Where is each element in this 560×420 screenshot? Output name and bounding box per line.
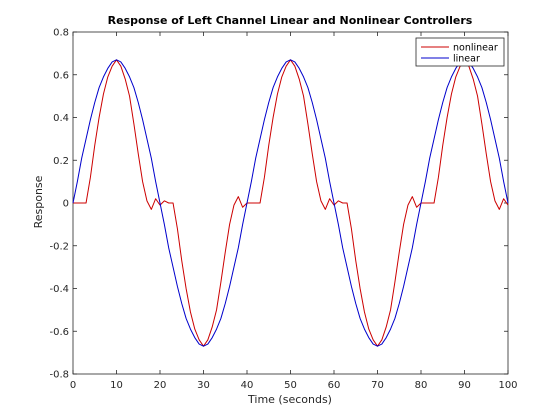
x-tick-label-0: 0 <box>70 380 76 391</box>
x-tick-label-6: 60 <box>328 380 341 391</box>
x-tick-label-10: 100 <box>498 380 517 391</box>
y-tick-label-2: -0.4 <box>49 284 69 295</box>
y-tick-label-0: -0.8 <box>49 370 69 381</box>
x-tick-label-3: 30 <box>197 380 210 391</box>
x-tick-label-7: 70 <box>371 380 384 391</box>
y-axis-label: Response <box>32 175 45 228</box>
legend-box <box>415 37 505 67</box>
x-tick-label-2: 20 <box>154 380 167 391</box>
legend-label-linear: linear <box>453 54 480 65</box>
y-tick-label-5: 0.2 <box>53 156 69 167</box>
y-tick-label-7: 0.6 <box>53 70 69 81</box>
x-tick-label-4: 40 <box>241 380 254 391</box>
chart-title: Response of Left Channel Linear and Nonl… <box>108 14 473 27</box>
legend-label-nonlinear: nonlinear <box>453 43 498 54</box>
series-line-nonlinear <box>73 59 509 347</box>
y-tick-label-1: -0.6 <box>49 327 69 338</box>
plot-area <box>72 31 509 375</box>
x-axis-label: Time (seconds) <box>247 393 332 406</box>
y-tick-label-4: 0 <box>63 199 69 210</box>
axis-ticks: 0 10 20 30 40 50 60 70 80 90 100 -0.8 -0.6 -0.4 -0.2 0 0… <box>49 28 517 392</box>
series-lines <box>72 59 509 347</box>
x-tick-label-5: 50 <box>284 380 297 391</box>
y-tick-label-6: 0.4 <box>53 113 69 124</box>
x-tick-label-1: 10 <box>110 380 123 391</box>
y-tick-label-3: -0.2 <box>49 241 69 252</box>
y-tick-label-8: 0.8 <box>53 28 69 39</box>
x-tick-label-8: 80 <box>415 380 428 391</box>
series-line-linear <box>72 59 509 347</box>
x-tick-label-9: 90 <box>458 380 471 391</box>
